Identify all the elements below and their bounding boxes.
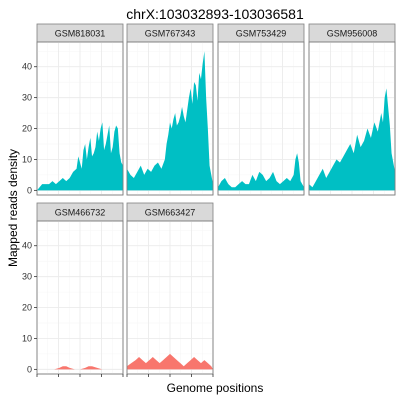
panel-strip-label: GSM663427: [145, 208, 196, 218]
area-series: [37, 366, 123, 370]
y-tick-label: 30: [22, 93, 32, 103]
y-tick-label: 10: [22, 154, 32, 164]
y-tick-label: 30: [22, 272, 32, 282]
y-tick-label: 0: [27, 185, 32, 195]
panel-strip-label: GSM767343: [145, 29, 196, 39]
y-tick-label: 40: [22, 241, 32, 251]
panel-border: [308, 41, 396, 196]
panel-strip-label: GSM818031: [55, 29, 106, 39]
area-series: [218, 153, 304, 191]
y-tick-label: 40: [22, 62, 32, 72]
area-series: [309, 88, 395, 191]
panel-GSM466732: GSM466732 0 10 20 30 40: [22, 202, 124, 377]
area-series: [127, 353, 213, 370]
x-axis-title: Genome positions: [167, 381, 264, 395]
y-tick-label: 0: [27, 364, 32, 374]
panel-strip-label: GSM956008: [327, 29, 378, 39]
area-series: [127, 51, 213, 191]
panel-GSM663427: GSM663427: [126, 202, 214, 377]
area-series: [37, 122, 123, 191]
panel-GSM767343: GSM767343: [126, 23, 214, 196]
panel-border: [217, 41, 305, 196]
panel-GSM818031: GSM818031 0 10 20 30 40: [22, 23, 124, 196]
panel-strip-label: GSM753429: [236, 29, 287, 39]
y-tick-label: 10: [22, 333, 32, 343]
chart-title: chrX:103032893-103036581: [126, 6, 304, 22]
y-axis-title: Mapped reads density: [6, 149, 20, 267]
panel-GSM956008: GSM956008: [308, 23, 396, 196]
panel-border: [126, 41, 214, 196]
panel-strip-label: GSM466732: [55, 208, 106, 218]
panels-group: GSM818031 0 10 20 30 40 GSM767343 GSM753429 GSM9…: [22, 23, 396, 377]
y-tick-label: 20: [22, 303, 32, 313]
panel-border: [36, 41, 124, 196]
y-tick-label: 20: [22, 124, 32, 134]
panel-GSM753429: GSM753429: [217, 23, 305, 196]
